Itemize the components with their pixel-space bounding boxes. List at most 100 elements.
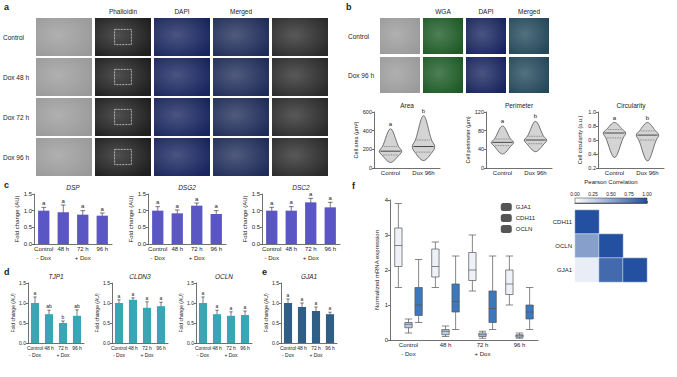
svg-text:a: a xyxy=(42,200,46,206)
svg-text:a: a xyxy=(132,291,135,297)
svg-text:96 h: 96 h xyxy=(324,246,336,252)
svg-text:Fold change (AU): Fold change (AU) xyxy=(128,195,134,242)
svg-text:GJA1: GJA1 xyxy=(557,267,573,273)
svg-text:OCLN: OCLN xyxy=(215,273,233,280)
svg-text:2: 2 xyxy=(385,267,389,273)
svg-text:a: a xyxy=(62,198,66,204)
svg-text:CDH11: CDH11 xyxy=(516,215,536,221)
svg-text:Fold change (AU): Fold change (AU) xyxy=(10,293,16,333)
svg-text:48 h: 48 h xyxy=(128,345,138,351)
svg-text:48 h: 48 h xyxy=(212,345,222,351)
svg-text:Control: Control xyxy=(195,345,211,351)
svg-text:72 h: 72 h xyxy=(311,345,321,351)
svg-text:Area: Area xyxy=(400,102,414,109)
svg-text:1.0: 1.0 xyxy=(19,300,26,306)
svg-text:0.00: 0.00 xyxy=(570,191,580,197)
svg-text:Control: Control xyxy=(27,345,43,351)
svg-text:0.5: 0.5 xyxy=(19,320,26,326)
svg-text:- Dox: - Dox xyxy=(197,352,209,358)
svg-text:72 h: 72 h xyxy=(226,345,236,351)
svg-text:48 h: 48 h xyxy=(285,246,297,252)
svg-text:- Dox: - Dox xyxy=(29,352,41,358)
svg-text:0.5: 0.5 xyxy=(187,320,194,326)
svg-text:Control: Control xyxy=(34,246,53,252)
svg-text:0.8: 0.8 xyxy=(588,123,596,129)
svg-text:Circularity: Circularity xyxy=(617,102,647,110)
svg-text:a: a xyxy=(195,196,199,202)
svg-text:- Dox: - Dox xyxy=(113,352,125,358)
svg-text:0.75: 0.75 xyxy=(624,191,634,197)
svg-text:Control: Control xyxy=(348,33,370,40)
svg-text:3: 3 xyxy=(385,232,389,238)
svg-text:DSG2: DSG2 xyxy=(178,184,196,191)
svg-text:0.0: 0.0 xyxy=(252,241,261,247)
svg-text:0.4: 0.4 xyxy=(588,151,596,157)
svg-text:72 h: 72 h xyxy=(77,246,89,252)
svg-text:a: a xyxy=(287,292,290,298)
svg-text:48 h: 48 h xyxy=(57,246,69,252)
svg-text:a: a xyxy=(309,191,313,197)
svg-text:1.5: 1.5 xyxy=(19,280,26,286)
svg-text:400: 400 xyxy=(363,128,372,134)
svg-text:+ Dox: + Dox xyxy=(303,255,319,261)
svg-text:a: a xyxy=(156,199,160,205)
svg-text:0.5: 0.5 xyxy=(138,224,147,230)
svg-text:96 h: 96 h xyxy=(325,345,335,351)
svg-text:a: a xyxy=(216,303,219,309)
svg-text:0.2: 0.2 xyxy=(588,165,596,171)
svg-text:a: a xyxy=(301,296,304,302)
svg-text:CLDN3: CLDN3 xyxy=(129,273,151,280)
svg-text:OCLN: OCLN xyxy=(516,226,533,232)
svg-text:0.0: 0.0 xyxy=(138,241,147,247)
svg-text:1.0: 1.0 xyxy=(138,208,147,214)
svg-text:DAPI: DAPI xyxy=(478,8,493,15)
svg-text:48 h: 48 h xyxy=(297,345,307,351)
svg-text:Dox 72 h: Dox 72 h xyxy=(3,114,29,121)
svg-text:48 h: 48 h xyxy=(171,246,183,252)
svg-text:- Dox: - Dox xyxy=(401,351,415,357)
svg-text:a: a xyxy=(613,115,617,121)
svg-text:Fold change (AU): Fold change (AU) xyxy=(14,195,20,242)
svg-text:1.5: 1.5 xyxy=(103,280,110,286)
svg-text:600: 600 xyxy=(363,109,372,115)
svg-text:Control: Control xyxy=(111,345,127,351)
svg-text:Dox 96h: Dox 96h xyxy=(524,170,546,176)
svg-text:1.5: 1.5 xyxy=(138,191,147,197)
svg-text:40: 40 xyxy=(478,146,484,152)
svg-text:a: a xyxy=(290,199,294,205)
svg-text:Cell perimeter (μm): Cell perimeter (μm) xyxy=(465,116,471,163)
svg-text:Fold change (AU): Fold change (AU) xyxy=(94,293,100,333)
svg-text:a: a xyxy=(160,295,163,301)
svg-text:DAPI: DAPI xyxy=(174,8,189,15)
svg-text:0.0: 0.0 xyxy=(103,340,110,346)
svg-text:0.5: 0.5 xyxy=(272,320,279,326)
svg-text:+ Dox: + Dox xyxy=(140,352,154,358)
svg-text:0.25: 0.25 xyxy=(588,191,598,197)
svg-text:- Dox: - Dox xyxy=(37,255,51,261)
svg-text:Control: Control xyxy=(605,170,624,176)
svg-text:Control: Control xyxy=(262,246,281,252)
svg-text:TJP1: TJP1 xyxy=(48,273,64,280)
svg-text:0.0: 0.0 xyxy=(24,241,33,247)
svg-text:0.5: 0.5 xyxy=(252,224,261,230)
svg-text:e: e xyxy=(262,267,267,277)
svg-text:a: a xyxy=(146,295,149,301)
svg-text:1: 1 xyxy=(385,302,389,308)
svg-text:GJA1: GJA1 xyxy=(516,204,532,210)
svg-text:Merged: Merged xyxy=(230,8,252,16)
svg-text:a: a xyxy=(34,290,37,296)
svg-text:96 h: 96 h xyxy=(96,246,108,252)
svg-text:80: 80 xyxy=(478,128,484,134)
svg-text:Dox 96 h: Dox 96 h xyxy=(348,72,374,79)
svg-text:Merged: Merged xyxy=(518,8,540,16)
svg-text:1.0: 1.0 xyxy=(187,300,194,306)
svg-text:CDH11: CDH11 xyxy=(553,219,573,225)
svg-text:72 h: 72 h xyxy=(305,246,317,252)
svg-text:a: a xyxy=(215,203,219,209)
svg-text:72 h: 72 h xyxy=(477,342,489,348)
svg-text:a: a xyxy=(202,290,205,296)
svg-text:Pearson Correlation: Pearson Correlation xyxy=(584,179,637,185)
svg-text:OCLN: OCLN xyxy=(555,243,572,249)
svg-text:DSC2: DSC2 xyxy=(292,184,310,191)
svg-text:96 h: 96 h xyxy=(240,345,250,351)
